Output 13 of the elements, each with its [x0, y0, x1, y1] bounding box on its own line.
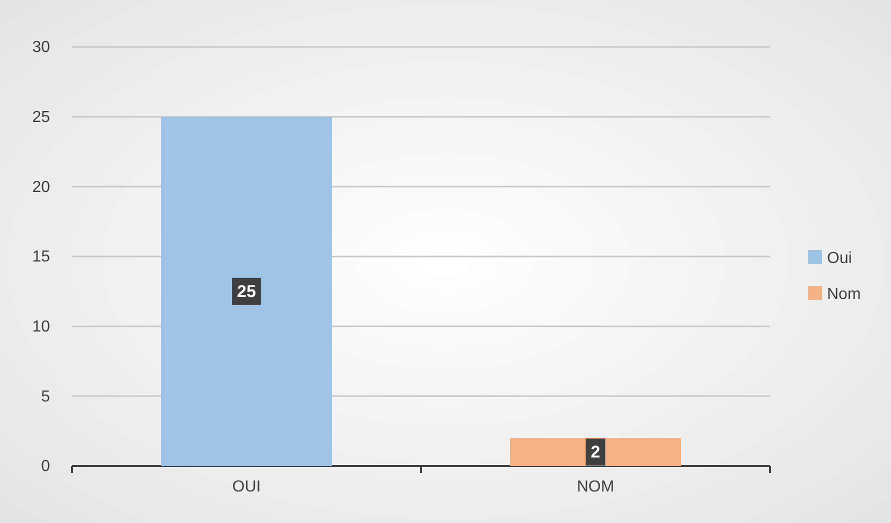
y-tick-label: 5 [41, 388, 50, 406]
y-tick-label: 15 [32, 248, 50, 266]
y-tick-label: 20 [32, 178, 50, 196]
data-label: 25 [237, 282, 256, 301]
x-tick-label: OUI [232, 478, 261, 496]
data-label: 2 [590, 442, 600, 462]
legend-label: Nom [827, 286, 861, 303]
x-tick-label: NOM [576, 478, 614, 496]
legend-label: Oui [827, 250, 852, 267]
y-tick-label: 30 [32, 39, 50, 56]
y-tick-label: 10 [32, 318, 50, 336]
y-tick-label: 0 [41, 458, 50, 476]
y-tick-label: 25 [32, 108, 50, 126]
